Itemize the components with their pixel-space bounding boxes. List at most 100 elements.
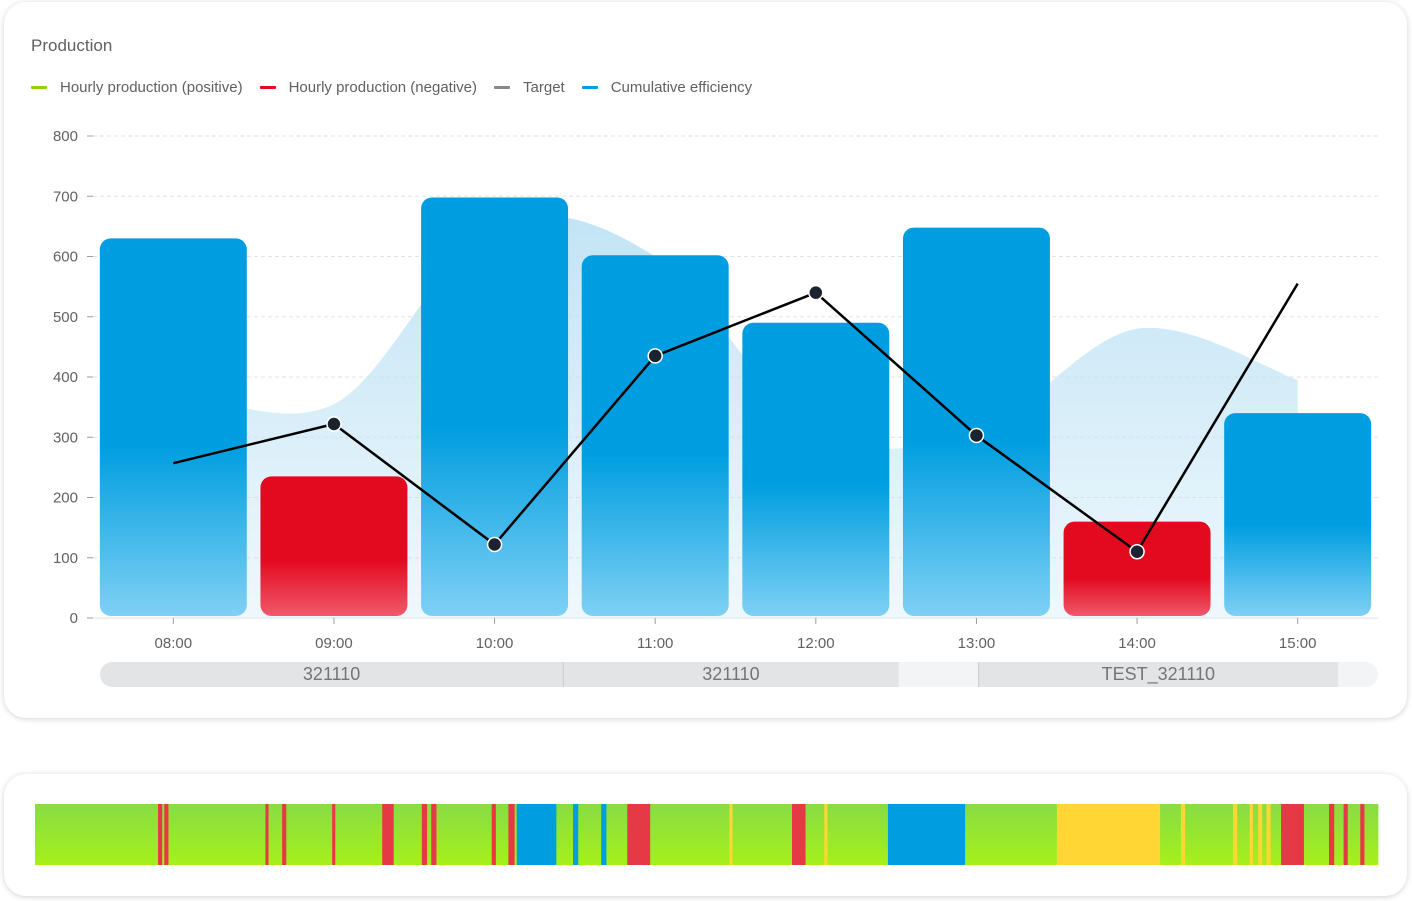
y-tick-label: 300 bbox=[53, 429, 78, 446]
y-tick-label: 0 bbox=[70, 610, 78, 627]
status-segment-red bbox=[1328, 804, 1335, 865]
status-segment-green bbox=[965, 804, 1058, 865]
status-segment-green bbox=[1252, 804, 1259, 865]
status-segment-red bbox=[332, 804, 336, 865]
status-segment-red bbox=[382, 804, 395, 865]
status-segment-green bbox=[162, 804, 165, 865]
shift-segment bbox=[978, 662, 1339, 687]
x-tick-label: 13:00 bbox=[958, 635, 996, 652]
status-segment-green bbox=[1185, 804, 1234, 865]
legend-swatch-negative bbox=[259, 86, 276, 89]
status-segment-red bbox=[792, 804, 806, 865]
shift-label: 321110 bbox=[302, 664, 361, 684]
bar-1100 bbox=[581, 255, 729, 617]
y-tick-label: 800 bbox=[53, 128, 78, 145]
x-tick-label: 08:00 bbox=[155, 635, 193, 652]
status-segment-green bbox=[1334, 804, 1344, 865]
shift-label: 321110 bbox=[702, 664, 760, 684]
status-segment-green bbox=[827, 804, 889, 865]
status-segment-yellow bbox=[824, 804, 828, 865]
status-segment-green bbox=[1262, 804, 1267, 865]
x-tick-label: 09:00 bbox=[315, 635, 353, 652]
bar-0800 bbox=[99, 238, 247, 617]
bar-1500 bbox=[1224, 413, 1372, 616]
status-segment-green bbox=[495, 804, 509, 865]
status-segment-green bbox=[335, 804, 383, 865]
x-tick-label: 11:00 bbox=[637, 635, 673, 652]
status-segment-red bbox=[1281, 804, 1305, 865]
shift-segment-fill bbox=[113, 662, 564, 687]
status-segment-green bbox=[1160, 804, 1182, 865]
legend-item-target[interactable]: Target bbox=[494, 79, 565, 96]
y-tick-label: 500 bbox=[53, 309, 78, 326]
legend-swatch-positive bbox=[31, 86, 47, 89]
status-segment-red bbox=[421, 804, 428, 865]
status-segment-green bbox=[1270, 804, 1282, 865]
efficiency-point bbox=[486, 536, 503, 553]
status-segment-red bbox=[508, 804, 516, 865]
status-segment-red bbox=[265, 804, 269, 865]
efficiency-line bbox=[173, 282, 1299, 553]
legend-item-positive[interactable]: Hourly production (positive) bbox=[31, 79, 243, 96]
status-segment-green bbox=[286, 804, 333, 865]
status-segment-red bbox=[1360, 804, 1365, 865]
legend-label-negative: Hourly production (negative) bbox=[288, 79, 478, 96]
status-segment-yellow bbox=[729, 804, 733, 865]
status-segment-yellow bbox=[1258, 804, 1263, 865]
y-tick-label: 200 bbox=[53, 490, 78, 507]
legend-label-efficiency: Cumulative efficiency bbox=[610, 79, 753, 96]
status-segment-blue bbox=[516, 804, 557, 865]
status-segment-green bbox=[1364, 804, 1379, 865]
status-segment-yellow bbox=[1180, 804, 1186, 865]
status-segment-green bbox=[1303, 804, 1330, 865]
status-segment-red bbox=[491, 804, 497, 865]
x-tick-label: 14:00 bbox=[1118, 635, 1156, 652]
status-segment-green bbox=[436, 804, 493, 865]
legend-item-negative[interactable]: Hourly production (negative) bbox=[259, 79, 478, 96]
efficiency-point bbox=[647, 348, 663, 364]
legend-swatch-efficiency bbox=[581, 86, 598, 89]
shift-label: TEST_321110 bbox=[1101, 664, 1216, 684]
bar-1200 bbox=[742, 322, 890, 616]
status-segment-green bbox=[168, 804, 266, 865]
status-segment-yellow bbox=[1056, 804, 1161, 865]
legend-label-target: Target bbox=[523, 79, 565, 96]
efficiency-point bbox=[326, 416, 342, 432]
status-segment-red bbox=[1343, 804, 1349, 865]
status-segment-green bbox=[606, 804, 628, 865]
status-segment-green bbox=[1237, 804, 1251, 865]
y-tick-label: 600 bbox=[53, 249, 78, 266]
status-segment-red bbox=[627, 804, 651, 865]
chart-title: Production bbox=[31, 36, 113, 55]
efficiency-point bbox=[1129, 543, 1145, 560]
status-segment-yellow bbox=[1233, 804, 1238, 865]
status-segment-green bbox=[268, 804, 283, 865]
bar-1300 bbox=[902, 227, 1050, 616]
y-tick-label: 100 bbox=[53, 550, 78, 567]
bar-0900 bbox=[260, 476, 408, 616]
status-segment-green bbox=[35, 804, 159, 865]
status-segment-red bbox=[431, 804, 437, 865]
y-tick-label: 700 bbox=[53, 188, 78, 205]
legend-swatch-target bbox=[494, 86, 511, 89]
chart-legend: Hourly production (positive) Hourly prod… bbox=[31, 79, 769, 96]
shift-segment bbox=[563, 662, 899, 687]
status-segment-green bbox=[427, 804, 432, 865]
status-segment-green bbox=[805, 804, 825, 865]
status-segment-green bbox=[393, 804, 423, 865]
status-segment-green bbox=[1347, 804, 1361, 865]
legend-item-efficiency[interactable]: Cumulative efficiency bbox=[581, 79, 753, 96]
status-segment-yellow bbox=[1249, 804, 1254, 865]
y-tick-label: 400 bbox=[53, 369, 78, 386]
x-tick-label: 15:00 bbox=[1279, 635, 1317, 652]
efficiency-point bbox=[968, 427, 985, 444]
status-segment-red bbox=[282, 804, 287, 865]
legend-label-positive: Hourly production (positive) bbox=[60, 79, 243, 96]
status-segment-red bbox=[164, 804, 169, 865]
bar-1000 bbox=[421, 197, 569, 616]
x-tick-label: 12:00 bbox=[797, 635, 835, 652]
status-segment-green bbox=[578, 804, 602, 865]
status-segment-green bbox=[732, 804, 793, 865]
x-tick-label: 10:00 bbox=[476, 635, 514, 652]
